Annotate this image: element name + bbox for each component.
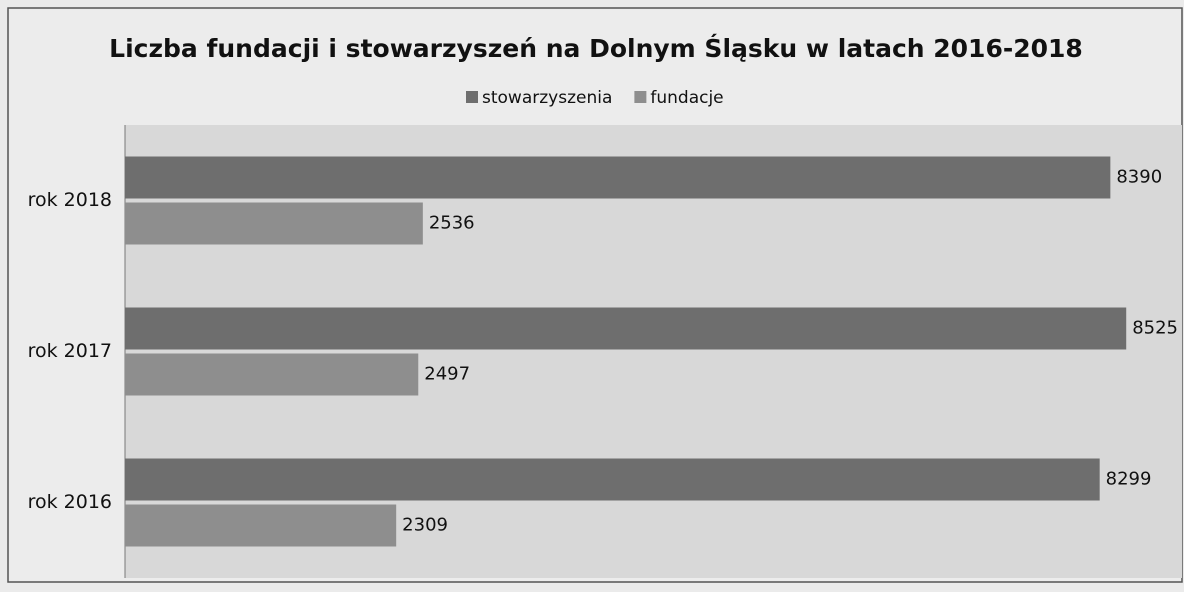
data-label: 2536 <box>429 213 475 234</box>
bar <box>125 504 397 547</box>
bar <box>125 458 1100 501</box>
data-label: 2309 <box>402 515 448 536</box>
data-label: 2497 <box>424 364 470 385</box>
y-tick-label: rok 2016 <box>28 491 112 513</box>
data-label: 8390 <box>1116 167 1162 188</box>
y-tick-label: rok 2018 <box>28 189 112 211</box>
chart-title: Liczba fundacji i stowarzyszeń na Dolnym… <box>109 33 1083 63</box>
bar <box>125 202 423 245</box>
bar <box>125 156 1111 199</box>
data-label: 8525 <box>1132 318 1178 339</box>
data-label: 8299 <box>1106 469 1152 490</box>
legend-swatch <box>466 91 478 103</box>
y-tick-label: rok 2017 <box>28 340 112 362</box>
plot-area <box>125 125 1182 578</box>
legend: stowarzyszenia fundacje <box>466 88 724 108</box>
bar <box>125 307 1127 350</box>
legend-label: fundacje <box>650 88 723 108</box>
legend-swatch <box>634 91 647 103</box>
bar <box>125 353 419 396</box>
legend-label: stowarzyszenia <box>482 88 612 108</box>
